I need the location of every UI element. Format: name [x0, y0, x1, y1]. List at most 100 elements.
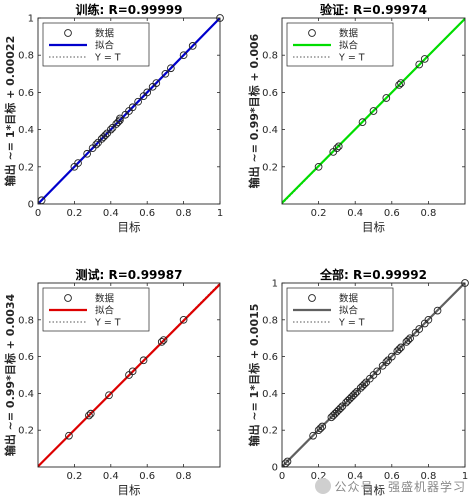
- y-axis-label: 输出 ~= 1*目标 + 0.00022: [3, 36, 17, 186]
- x-tick-label: 0.6: [139, 208, 155, 219]
- data-point: [358, 118, 367, 127]
- x-tick-label: 1: [217, 208, 223, 219]
- legend-marker-data: [64, 29, 72, 37]
- data-point: [85, 411, 93, 420]
- y-axis-label: 输出 ~= 0.99*目标 + 0.0034: [3, 294, 17, 457]
- data-point: [167, 64, 175, 73]
- x-tick-label: 0.6: [384, 208, 400, 219]
- y-tick-label: 0.4: [262, 389, 278, 400]
- data-point: [415, 325, 424, 333]
- data-point: [114, 118, 122, 127]
- y-tick-label: 0.2: [262, 162, 278, 173]
- legend-label: 数据: [95, 28, 115, 40]
- y-tick-label: 0.8: [262, 315, 278, 326]
- data-point: [92, 140, 101, 149]
- y-tick-label: 1: [28, 14, 34, 25]
- x-tick-label: 0: [35, 208, 41, 219]
- data-point: [395, 345, 403, 354]
- subplot-2: 0.2 0.4 0.6 0.8 0.2 0.4 0.6 0.8 验证: R=0.99974 目标 输…: [247, 2, 466, 234]
- y-tick-label: 0.2: [18, 426, 34, 437]
- y-tick-label: 0.8: [262, 51, 278, 62]
- data-point: [106, 125, 115, 134]
- data-point: [74, 159, 82, 167]
- data-point: [116, 116, 124, 125]
- y-tick-label: 1: [272, 279, 278, 290]
- data-point: [424, 315, 433, 324]
- data-point: [382, 358, 391, 366]
- legend-box: [42, 287, 150, 332]
- y-tick-label: 0.4: [18, 389, 34, 400]
- data-point: [406, 334, 414, 343]
- subplot-title: 测试: R=0.99987: [76, 267, 183, 282]
- data-point: [128, 367, 137, 376]
- data-point: [415, 60, 424, 69]
- subplot-title: 训练: R=0.99999: [76, 2, 183, 17]
- data-point: [433, 306, 442, 315]
- legend-marker-data: [308, 29, 316, 37]
- data-point: [65, 431, 73, 440]
- subplot-title: 验证: R=0.99974: [320, 2, 427, 17]
- data-point: [157, 338, 166, 346]
- data-point: [83, 149, 91, 158]
- y-tick-label: 0.6: [18, 352, 34, 363]
- x-tick-label: 0.4: [347, 471, 363, 482]
- x-tick-label: 0.8: [420, 208, 436, 219]
- data-point: [314, 162, 323, 171]
- data-point: [395, 81, 403, 89]
- data-point: [404, 336, 413, 344]
- y-tick-label: 0.8: [18, 315, 34, 326]
- y-tick-label: 0.2: [18, 162, 34, 173]
- y-tick-label: 0.8: [18, 51, 34, 62]
- data-point: [369, 107, 378, 115]
- data-point: [420, 55, 429, 63]
- x-tick-label: 0.6: [139, 471, 155, 482]
- legend-label: 数据: [95, 293, 115, 305]
- fit-line: [38, 18, 220, 204]
- data-point: [351, 389, 360, 398]
- fit-line: [282, 18, 465, 204]
- data-point: [179, 315, 188, 324]
- data-point: [159, 336, 168, 344]
- legend-label: Y = T: [338, 318, 365, 329]
- y-tick-label: 0.6: [262, 88, 278, 99]
- y-tick-label: 0: [272, 463, 278, 474]
- data-point: [360, 380, 369, 389]
- data-point: [152, 79, 161, 87]
- data-point: [318, 422, 327, 431]
- watermark: 公众号 · 强盛机器学习: [314, 478, 466, 495]
- legend-label: 数据: [339, 28, 359, 40]
- data-point: [116, 114, 124, 123]
- data-point: [334, 142, 343, 151]
- x-axis-label: 目标: [362, 483, 385, 497]
- wechat-logo-icon: [314, 478, 331, 494]
- data-point: [101, 131, 110, 140]
- data-point: [333, 144, 341, 153]
- legend-label: Y = T: [94, 318, 121, 329]
- data-point: [139, 356, 148, 365]
- legend-label: 拟合: [95, 305, 115, 317]
- x-tick-label: 0.2: [66, 208, 82, 219]
- legend-label: Y = T: [338, 53, 365, 64]
- y-tick-label: 0.4: [18, 125, 34, 136]
- x-tick-label: 0.6: [384, 471, 400, 482]
- legend-label: 拟合: [339, 305, 359, 317]
- x-tick-label: 0.4: [347, 208, 363, 219]
- x-tick-label: 1: [462, 471, 468, 482]
- data-point: [397, 79, 405, 87]
- axes-frame: [281, 17, 466, 205]
- legend-label: Y = T: [94, 53, 121, 64]
- y-tick-label: 0.4: [262, 125, 278, 136]
- data-point: [283, 457, 292, 466]
- subplot-4: 0 0.2 0.4 0.6 0.8 1 0 0.2 0.4 0.6 0.8 1 全部: R=0.9999…: [247, 267, 469, 497]
- legend-label: 拟合: [95, 40, 115, 52]
- data-point: [134, 97, 142, 106]
- data-point: [86, 409, 95, 418]
- legend-label: 拟合: [339, 40, 359, 52]
- subplot-3: 0.2 0.4 0.6 0.8 0.2 0.4 0.6 0.8 测试: R=0.99987 目标 输…: [3, 267, 221, 497]
- data-point: [161, 69, 170, 78]
- data-point: [309, 431, 317, 440]
- y-tick-label: 0.6: [262, 352, 278, 363]
- y-axis-label: 输出 ~= 0.99*目标 + 0.006: [247, 33, 261, 188]
- y-tick-label: 0: [28, 200, 34, 211]
